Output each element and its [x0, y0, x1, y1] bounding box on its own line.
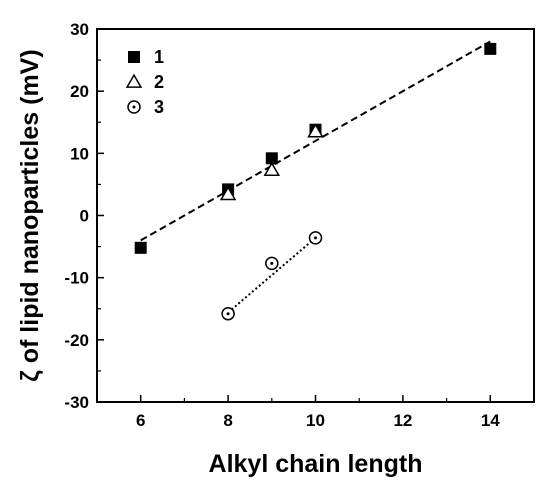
- square-marker: [484, 42, 497, 55]
- y-tick-label: 30: [70, 20, 89, 39]
- x-axis-title: Alkyl chain length: [209, 450, 423, 478]
- legend-label-2: 2: [154, 72, 164, 92]
- square-marker: [134, 241, 147, 254]
- fit-line-series-3: [227, 237, 317, 314]
- data-points: [134, 42, 497, 321]
- triangle-marker: [307, 123, 324, 138]
- legend-marker-2: [125, 73, 143, 88]
- data-point-series-2: [263, 161, 281, 176]
- data-point-series-3: [265, 256, 279, 271]
- x-tick-label: 6: [136, 411, 145, 430]
- y-tick-label: 20: [70, 82, 89, 101]
- triangle-marker: [219, 186, 237, 201]
- y-tick-label: 0: [80, 207, 89, 226]
- data-point-series-2: [307, 123, 324, 138]
- circle-marker-dot: [226, 312, 230, 316]
- x-tick-label: 8: [223, 411, 232, 430]
- data-point-series-3: [308, 231, 323, 245]
- fit-line-series-1: [140, 40, 491, 242]
- triangle-marker: [125, 73, 143, 88]
- x-tick-label: 10: [306, 411, 325, 430]
- square-marker: [128, 51, 140, 63]
- circle-marker-dot: [270, 261, 274, 265]
- square-marker: [265, 152, 278, 165]
- circle-marker-dot: [132, 105, 136, 109]
- legend-label-3: 3: [154, 97, 164, 117]
- data-point-series-1: [265, 152, 278, 165]
- triangle-marker: [263, 161, 281, 176]
- y-tick-label: -30: [64, 393, 89, 412]
- y-axis-title: ζ of lipid nanoparticles (mV): [16, 49, 44, 381]
- circle-marker-dot: [314, 236, 317, 240]
- data-point-series-3: [221, 306, 235, 321]
- legend-label-1: 1: [154, 47, 164, 67]
- y-tick-label: 10: [70, 144, 89, 163]
- data-point-series-1: [134, 241, 147, 254]
- x-tick-label: 12: [393, 411, 412, 430]
- legend-marker-3: [127, 100, 141, 114]
- data-point-series-2: [219, 186, 237, 201]
- x-tick-label: 14: [481, 411, 500, 430]
- y-tick-label: -20: [64, 331, 89, 350]
- y-tick-label: -10: [64, 269, 89, 288]
- legend-marker-1: [128, 51, 140, 63]
- data-point-series-1: [484, 42, 497, 55]
- fit-lines: [140, 40, 491, 314]
- plot-frame: [96, 28, 535, 403]
- legend: 1 2 3: [125, 47, 164, 117]
